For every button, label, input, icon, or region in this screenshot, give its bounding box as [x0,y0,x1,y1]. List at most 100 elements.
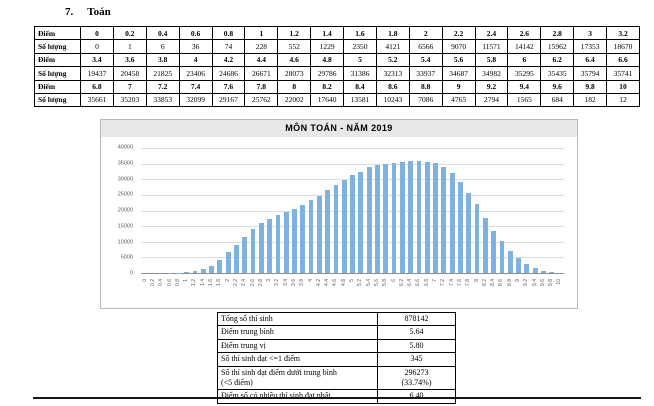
score-cell: 7.8 [244,79,279,94]
x-tick: 1 [182,277,190,282]
x-tick: 7 [431,277,439,282]
bar-slot [299,148,307,273]
x-tick: 9.2 [523,277,531,286]
bar-slot [257,148,265,273]
bar-slot [307,148,315,273]
count-cell: 4121 [375,39,410,54]
bar-slot [290,148,298,273]
bar [308,199,314,273]
summary-row: Điểm trung vị 5.80 [217,338,456,354]
plot-area [141,148,564,274]
x-tick-label: 1.8 [216,279,223,286]
count-cell: 14142 [507,39,542,54]
bar-slot [448,148,456,273]
bar-slot [357,148,365,273]
score-cell: 7 [112,79,147,94]
score-cell: 0.6 [178,25,213,41]
x-tick: 0.4 [158,277,166,286]
count-cell: 6566 [408,39,443,54]
bar [316,195,322,273]
bar [225,252,231,273]
x-tick-label: 7.8 [465,279,472,286]
x-tick: 4.8 [340,277,348,286]
count-cell: 35203 [112,92,147,108]
score-cell: 3.2 [606,25,640,41]
x-tick: 0.8 [174,277,182,286]
bar-slot [407,148,415,273]
x-tick-label: 3.8 [299,279,306,286]
count-cell: 21825 [145,66,180,81]
bar [184,272,190,273]
summary-row: Số thí sinh đạt điểm dưới trung bình (<5… [217,365,456,391]
count-cell: 15962 [540,39,575,54]
bar-slot [315,148,323,273]
count-cell: 20458 [112,66,147,81]
count-cell: 22002 [277,92,312,108]
x-tick: 10 [556,277,564,285]
count-cell: 12 [606,92,640,108]
count-cell: 684 [540,92,575,108]
summary-value: 6.40 [377,389,456,404]
x-tick: 8.2 [481,277,489,286]
x-tick: 2 [224,277,232,282]
bar [433,163,438,273]
count-cell: 4765 [441,92,476,108]
bar-slot [282,148,290,273]
summary-value: 345 [377,352,456,367]
bar-slot [431,148,439,273]
count-cell: 32313 [375,66,410,81]
count-cell: 1229 [310,39,344,54]
score-cell: 8.2 [310,79,344,94]
count-cell: 26671 [244,66,279,81]
x-tick: 7.4 [448,277,456,286]
count-cell: 34982 [474,66,509,81]
bar [482,217,488,273]
bar-slot [548,148,556,273]
x-tick: 2.8 [257,277,265,286]
bar-slot [556,148,564,273]
x-tick: 9.8 [548,277,556,286]
count-cell: 35295 [507,66,542,81]
bar-slot [365,148,373,273]
score-cell: 1.2 [277,25,312,41]
bar-slot [398,148,406,273]
x-tick: 1.4 [199,277,207,286]
count-cell: 34687 [441,66,476,81]
x-tick: 8 [473,277,481,282]
x-tick-label: 3.2 [274,279,281,286]
x-tick-label: 3 [266,279,273,282]
bar-slot [498,148,506,273]
count-cell: 35661 [80,92,114,108]
x-tick: 5.2 [357,277,365,286]
score-cell: 0.4 [145,25,180,41]
score-cell: 1.6 [343,25,377,41]
x-tick-label: 2.8 [257,279,264,286]
count-cell: 35741 [606,66,640,81]
bar-slot [523,148,531,273]
x-tick-label: 0.8 [174,279,181,286]
score-cell: 9.2 [474,79,509,94]
x-tick-label: 1.2 [191,279,198,286]
x-tick-label: 2.6 [249,279,256,286]
grid-line [141,148,564,149]
score-cell: 5.4 [408,52,443,68]
bar-slot [241,148,249,273]
bar-slot [224,148,232,273]
score-cell: 3.4 [80,52,114,68]
bar-slot [423,148,431,273]
bar [441,167,447,273]
y-tick-label: 10000 [117,238,133,245]
x-tick-label: 0.4 [158,279,165,286]
bar-slot [373,148,381,273]
bar [466,192,472,273]
y-tick-label: 25000 [117,191,133,198]
score-row: Điểm 3.4 3.6 3.8 4 4.2 4.4 4.6 4.8 5 5.2 5.4 5.6 5.8 6… [34,52,640,68]
score-cell: 7.4 [178,79,213,94]
bar-slot [348,148,356,273]
count-cell: 19437 [80,66,114,81]
bar [217,260,223,273]
bar [449,172,455,273]
score-frequency-table: Điểm 0 0.2 0.4 0.6 0.8 1 1.2 1.4 1.6 1.8 2 2.2 2.4 2.6… [34,25,640,108]
bar-slot [489,148,497,273]
y-tick-label: 30000 [117,175,133,182]
